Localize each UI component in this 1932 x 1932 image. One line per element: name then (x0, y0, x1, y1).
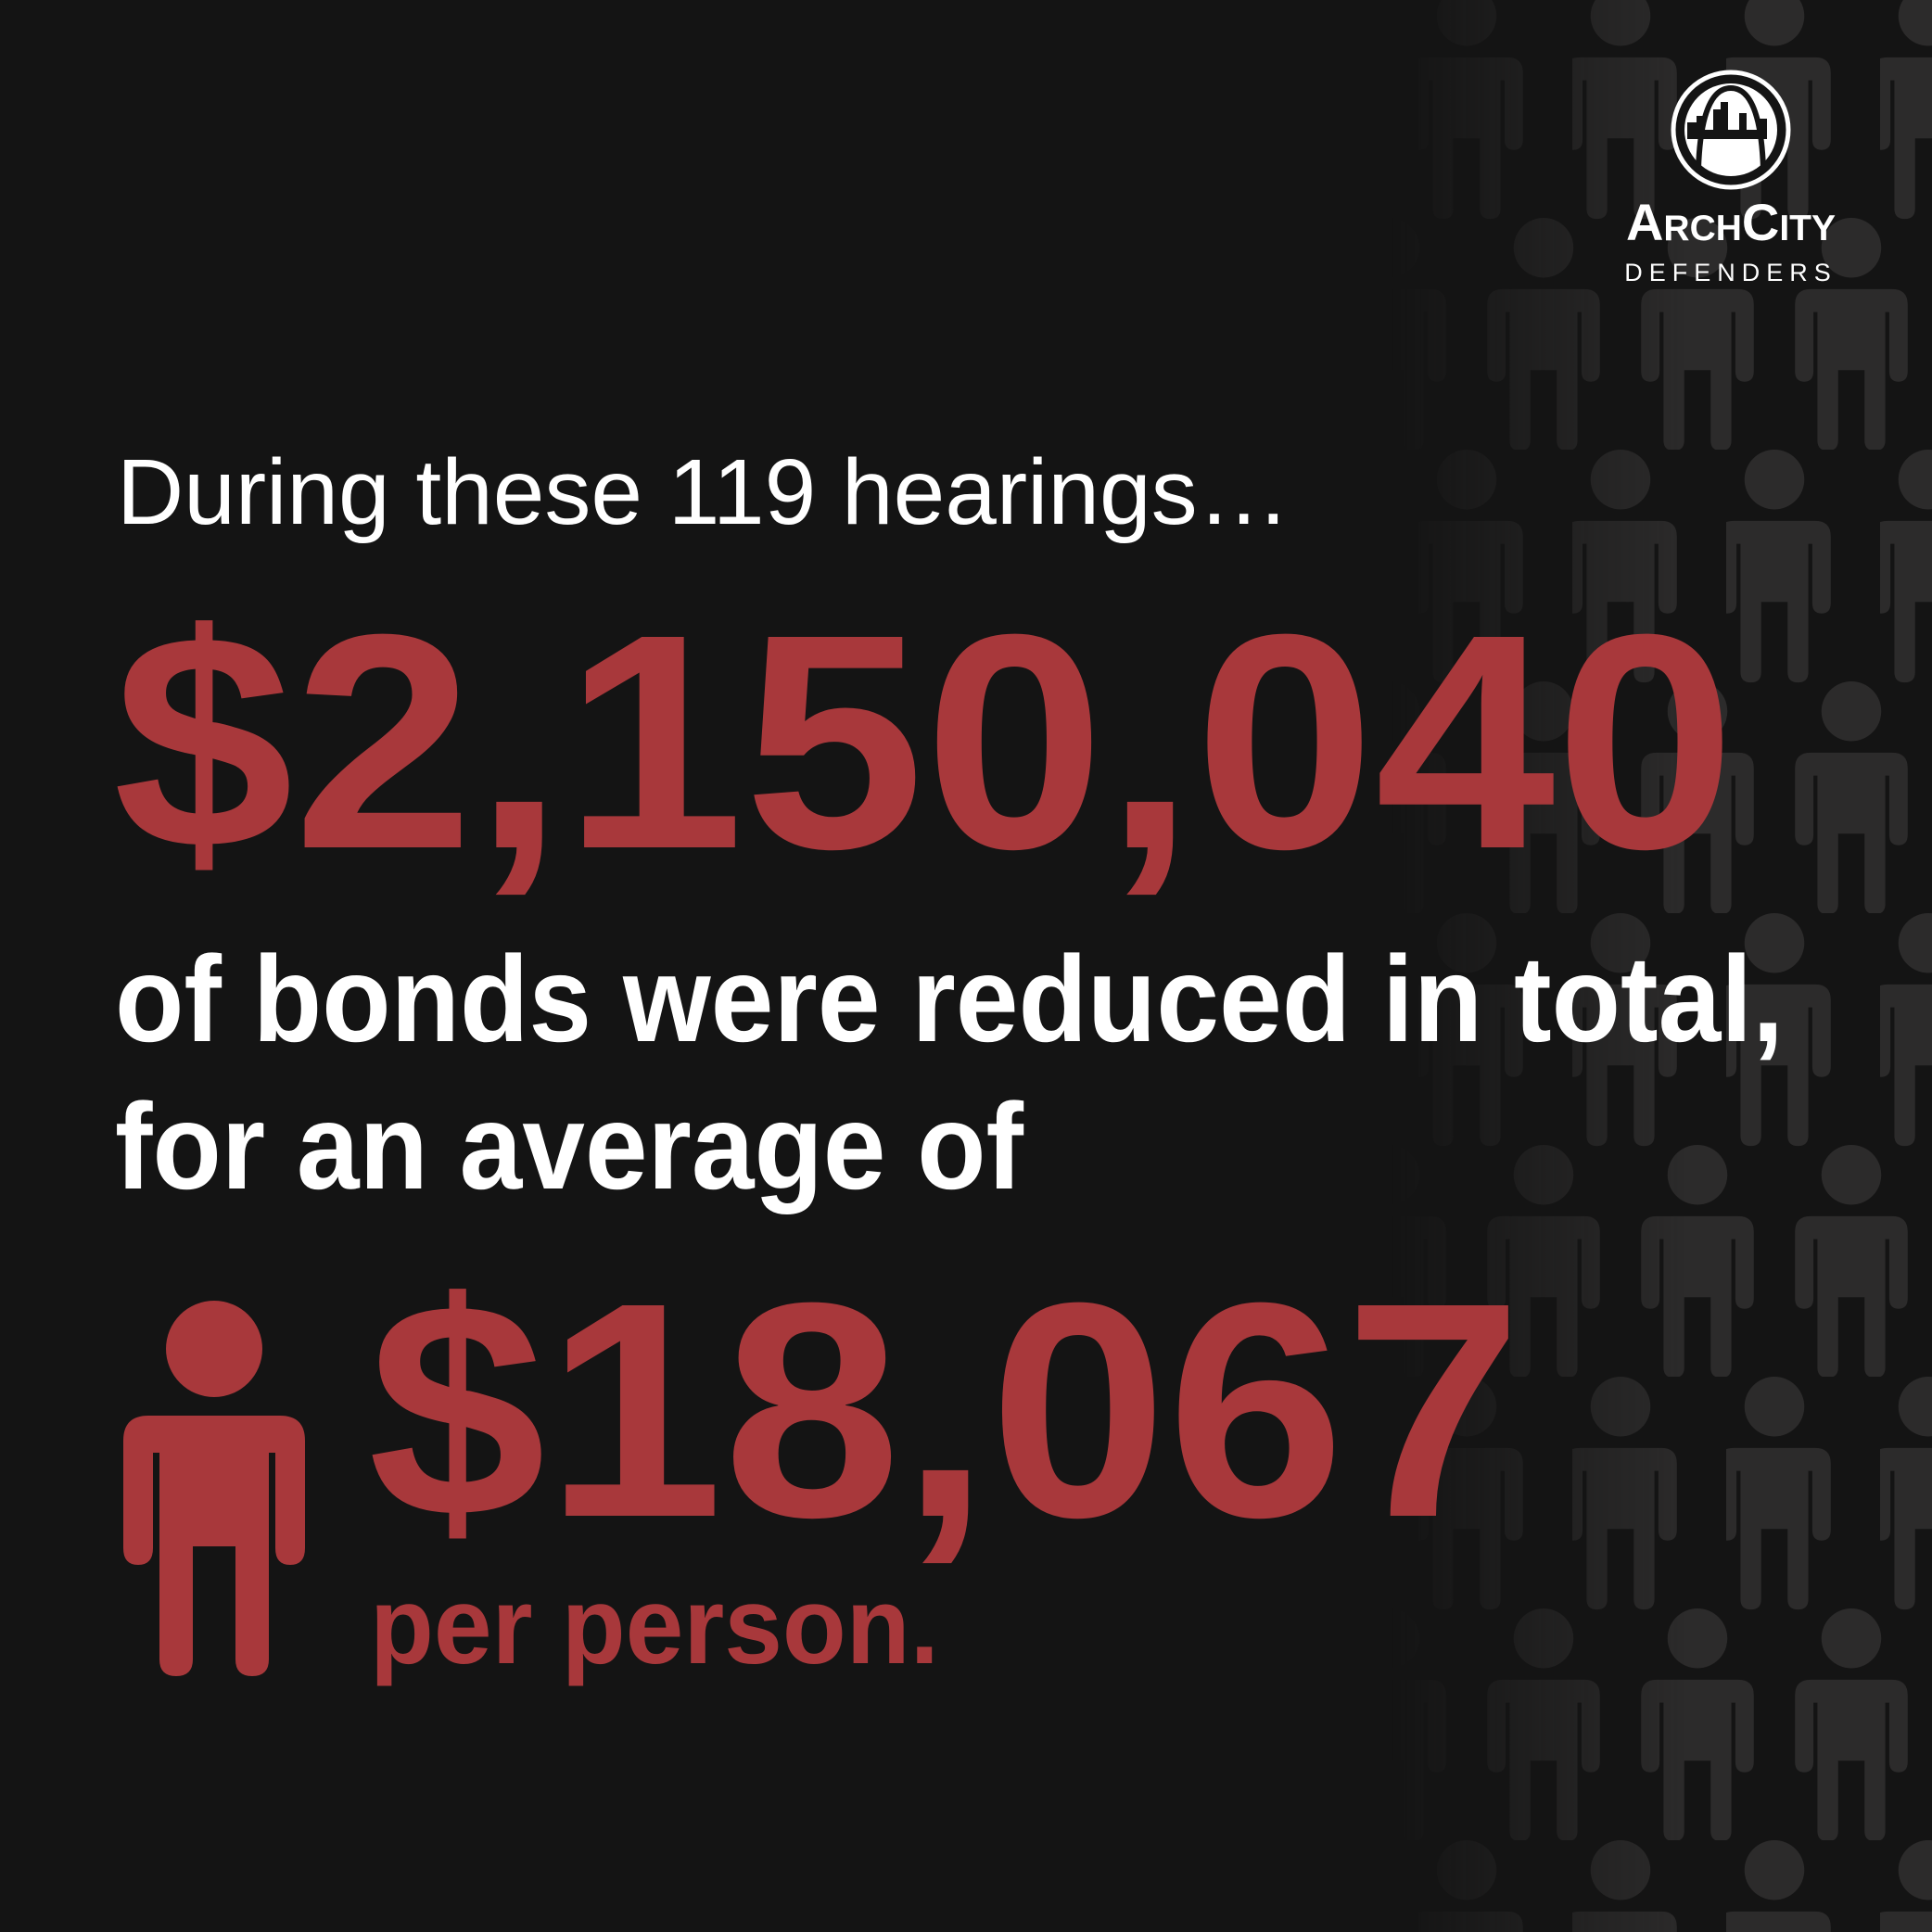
logo-name: ArchCity (1626, 193, 1836, 251)
intro-text: During these 119 hearings… (117, 440, 1290, 544)
caption-line: for an average of (115, 1078, 1024, 1214)
logo-skyline (1687, 102, 1767, 139)
caption-line: of bonds were reduced in total, (115, 931, 1784, 1067)
average-caption: per person. (370, 1565, 939, 1687)
logo: ArchCity DEFENDERS (1624, 70, 1837, 286)
logo-arch (1696, 84, 1766, 170)
people-pattern (1372, 0, 1932, 1932)
total-amount: $2,150,040 (113, 570, 1735, 912)
logo-subtitle: DEFENDERS (1624, 259, 1837, 286)
average-amount: $18,067 (368, 1239, 1522, 1581)
